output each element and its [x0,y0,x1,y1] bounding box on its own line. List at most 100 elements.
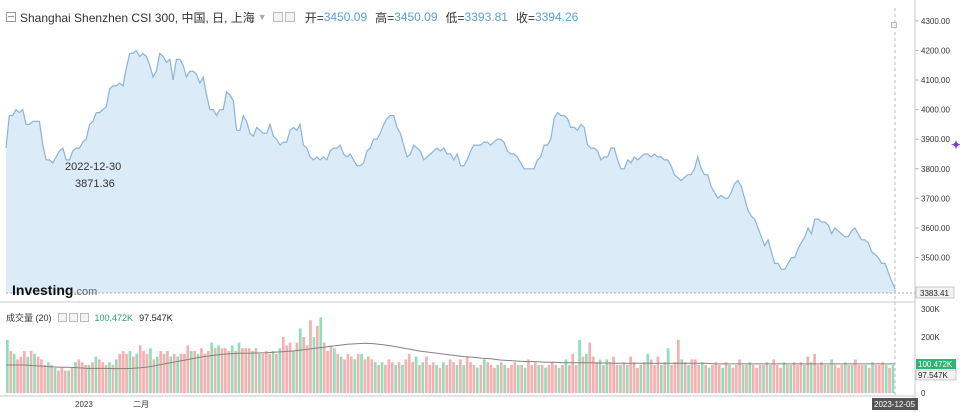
volume-bar [387,359,391,393]
volume-bar [527,359,530,393]
volume-bar [867,367,871,393]
volume-bar [568,365,571,393]
volume-bar [571,353,575,393]
volume-bar [629,356,632,393]
volume-bar [625,365,629,393]
volume-bar [19,356,23,393]
volume-bar [830,359,833,393]
volume-bar [516,365,520,393]
volume-bar [653,365,656,393]
volume-bar [779,367,782,393]
volume-bar [751,365,755,393]
close-icon[interactable] [284,12,295,22]
open-label: 开= [304,10,324,25]
volume-bar [298,328,302,393]
volume-bar [462,365,466,393]
volume-bar [356,353,360,393]
volume-bar [16,359,19,393]
volume-bar [874,365,878,393]
volume-bar [438,367,442,393]
volume-bar [125,353,128,393]
volume-eye-icon[interactable] [68,313,78,322]
volume-bar [639,365,643,393]
volume-bar [673,362,677,393]
volume-bar [26,356,30,393]
close-label: 收= [515,10,535,25]
volume-bar [176,356,179,393]
volume-settings-icon[interactable] [57,313,67,322]
volume-bar [843,362,847,393]
volume-bar [91,362,94,393]
volume-bar [94,356,98,393]
volume-bar [350,356,353,393]
volume-bar [363,359,367,393]
volume-bar [377,365,380,393]
volume-bar [29,351,33,393]
volume-bar [404,359,408,393]
volume-bar [23,351,26,393]
volume-bar [244,348,248,393]
volume-bar [36,356,40,393]
volume-bar [510,365,513,393]
volume-bar [46,362,50,393]
volume-bar [459,359,462,393]
volume-ma-line [6,342,895,370]
volume-bar [292,351,295,393]
volume-bar [336,353,340,393]
volume-tick-label: 200K [921,333,940,342]
volume-bar [731,367,735,393]
investing-logo-suffix: .com [73,286,97,298]
volume-bar [234,351,237,393]
collapse-icon[interactable] [6,12,16,22]
volume-bar [207,351,210,393]
volume-bar [121,351,125,393]
volume-bar [489,365,493,393]
volume-bar [142,351,145,393]
volume-bar [554,365,558,393]
open-value: 3450.09 [323,10,368,24]
volume-bar [469,362,472,393]
volume-bar [465,356,469,393]
volume-bar [721,367,724,393]
crosshair-icon[interactable]: ✦ [951,138,960,152]
volume-bar [264,351,268,393]
volume-bar [152,359,156,393]
volume-value-tag-gray-label: 97.547K [918,371,948,380]
volume-bar [646,353,650,393]
volume-bar [881,362,885,393]
volume-bar [418,365,421,393]
volume-bar [837,367,840,393]
volume-bar [762,365,765,393]
volume-bar [104,365,108,393]
volume-bar [370,359,374,393]
price-tick-label: 4100.00 [921,76,950,85]
settings-icon[interactable] [272,12,283,22]
volume-bar [714,362,718,393]
volume-bar [612,356,615,393]
price-tick-label: 3600.00 [921,224,950,233]
volume-bar [707,367,711,393]
low-label: 低= [445,10,465,25]
volume-close-icon[interactable] [79,313,89,322]
volume-bar [544,367,547,393]
volume-bar [108,362,111,393]
volume-bar [803,365,806,393]
volume-bar [394,365,397,393]
volume-bar [367,356,370,393]
volume-bar [482,359,486,393]
volume-value-black: 97.547K [139,312,173,323]
volume-bar [132,356,135,393]
volume-bar [595,362,598,393]
volume-bar [871,362,874,393]
volume-bar [534,362,537,393]
volume-bar [448,359,452,393]
volume-bar [789,365,793,393]
volume-bar [557,367,561,393]
volume-bar [397,362,401,393]
last-date-label: 2023-12-05 [874,400,915,409]
title-dropdown-icon[interactable]: ▼ [257,12,267,22]
volume-bar [251,351,254,393]
scale-toggle-icon[interactable] [891,22,897,28]
